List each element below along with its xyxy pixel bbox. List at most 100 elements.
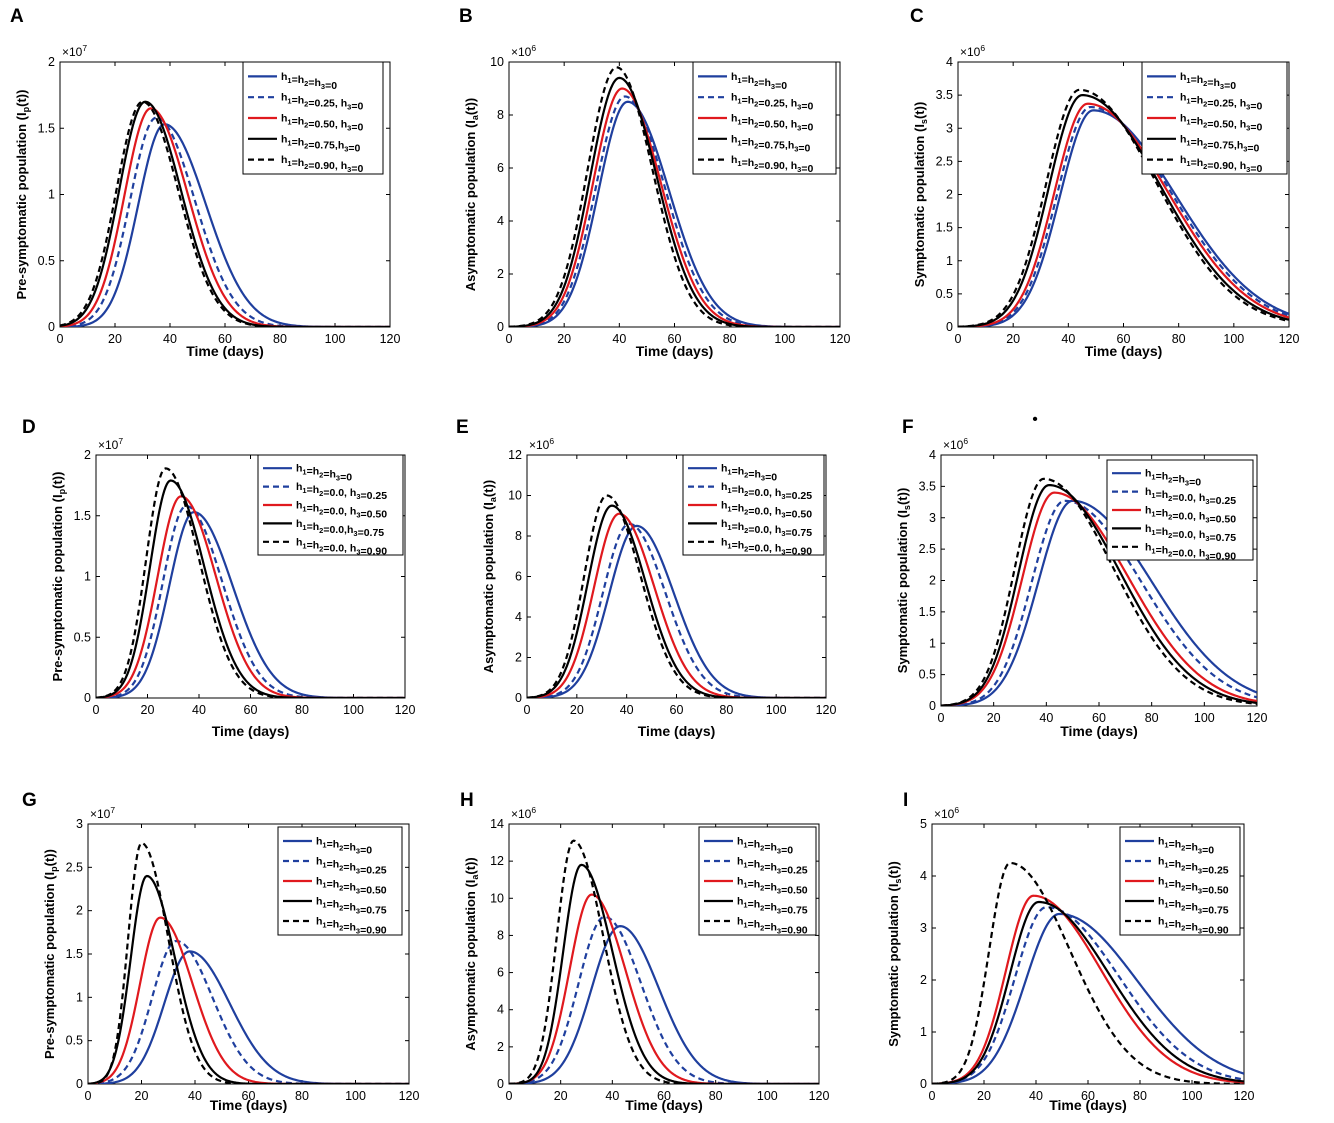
x-tick-label: 40 [163,332,177,346]
x-tick-label: 120 [380,332,401,346]
x-tick-label: 100 [757,1089,778,1103]
y-tick-label: 3 [920,921,927,935]
panel-letter: G [22,790,37,811]
legend-text-h: h [1199,529,1205,541]
y-axis-label-sub: a [488,496,498,502]
legend-text-subscript: 3 [794,144,798,153]
legend-text-h: h [350,506,356,518]
legend-text-h: h [737,896,743,908]
legend-text-h: h [281,154,287,166]
legend-text-h: h [281,113,287,125]
legend-text-part: = [1191,116,1197,128]
legend-text-subscript: 3 [1220,82,1224,91]
x-tick-label: 40 [605,1089,619,1103]
legend-text-h: h [748,95,754,107]
series-line-3 [60,107,390,327]
y-tick-label: 1 [84,570,91,584]
legend-text-h: h [731,71,737,83]
y-axis-label: Asymptomatic population (Ia(t)) [463,857,480,1051]
series-line-5 [941,477,1257,706]
legend-entry-1: h1=h2=h3=0 [721,463,777,484]
legend-text-h: h [775,542,781,554]
panel-letter: E [456,417,469,438]
x-tick-label: 0 [506,1089,513,1103]
x-tick-label: 60 [218,332,232,346]
legend-text-part: =0.0, [323,542,350,554]
legend-text-part: = [1191,95,1197,107]
y-tick-label: 1 [946,254,953,268]
legend-text-subscript: 1 [743,901,747,910]
y-tick-label: 4 [920,869,927,883]
legend-text-h: h [1158,916,1164,928]
x-tick-label: 0 [506,332,513,346]
legend-entry-3: h1=h2=h3=0.50 [1158,876,1229,897]
y-exponent-power: 6 [954,805,959,815]
legend-text-subscript: 3 [356,547,360,556]
y-tick-label: 2 [497,267,504,281]
legend-text-part: = [764,882,770,894]
legend-text-subscript: 2 [754,121,758,130]
legend-text-h: h [1180,154,1186,166]
series-group [509,66,840,327]
legend-text-subscript: 2 [339,844,343,853]
y-tick-label: 3.5 [936,88,953,102]
y-axis-label-tail: (t)) [42,849,57,866]
y-tick-label: 4 [497,214,504,228]
legend-text-subscript: 2 [339,904,343,913]
series-group [932,861,1244,1084]
legend-text-part: = [732,466,738,478]
x-tick-label: 20 [108,332,122,346]
y-tick-label: 0 [76,1077,83,1091]
legend-text-subscript: 1 [1186,76,1190,85]
legend-text-subscript: 1 [287,159,291,168]
legend-text-part: =0 [781,845,793,857]
legend-text-subscript: 3 [353,529,357,538]
x-tick-label: 60 [1092,711,1106,725]
legend-text-h: h [737,916,743,928]
legend-entry-4: h1=h2=0.0,h3=0.75 [296,518,384,539]
legend-text-h: h [1199,511,1205,523]
legend-text-h: h [281,92,287,104]
legend-text-h: h [1145,523,1151,535]
x-tick-label: 60 [1117,332,1131,346]
x-tick-label: 20 [557,332,571,346]
legend-entry-2: h1=h2=0.25, h3=0 [281,92,363,113]
legend-text-subscript: 3 [797,124,801,133]
legend-text-h: h [313,539,319,551]
y-exponent-base: ×10 [98,438,119,452]
series-line-2 [88,939,409,1084]
legend-text-subscript: 1 [287,118,291,127]
legend-text-h: h [731,92,737,104]
legend-text-subscript: 1 [1186,97,1190,106]
y-tick-label: 1 [929,636,936,650]
legend-text-part: = [1191,74,1197,86]
x-tick-label: 20 [135,1089,149,1103]
legend-entry-2: h1=h2=h3=0.25 [1158,856,1229,877]
legend-text-subscript: 1 [1151,528,1155,537]
legend-entry-2: h1=h2=h3=0.25 [316,856,387,877]
panel-c: C 0 20 40 60 80 100 120 0 0.5 1 1.5 2 2.5 3 3.5 4 ×106 Tim… [910,6,1299,359]
y-axis-label-main: Pre-symptomatic population (I [14,112,29,299]
legend-text-h: h [1158,856,1164,868]
y-axis-label-sub: p [21,106,31,112]
legend-text-part: =0.75 [1202,905,1229,917]
legend-text-subscript: 3 [797,103,801,112]
legend-text-subscript: 1 [727,505,731,514]
legend-text-part: =0.25 [1202,865,1229,877]
legend-text-subscript: 1 [727,541,731,550]
legend-text-part: = [323,469,329,481]
y-tick-label: 8 [497,108,504,122]
legend-entry-4: h1=h2=0.75,h3=0 [1180,133,1260,154]
y-exponent-base: ×10 [90,807,111,821]
series-line-5 [509,839,819,1084]
legend-text-part: =0 [801,163,813,175]
legend-text-subscript: 1 [302,468,306,477]
legend-text-h: h [1175,859,1181,871]
x-tick-label: 40 [1039,711,1053,725]
x-tick-label: 20 [977,1089,991,1103]
y-exponent-base: ×10 [934,807,955,821]
legend-text-part: =0.0, [748,542,775,554]
legend-text-subscript: 1 [1151,546,1155,555]
legend-text-h: h [791,160,797,172]
